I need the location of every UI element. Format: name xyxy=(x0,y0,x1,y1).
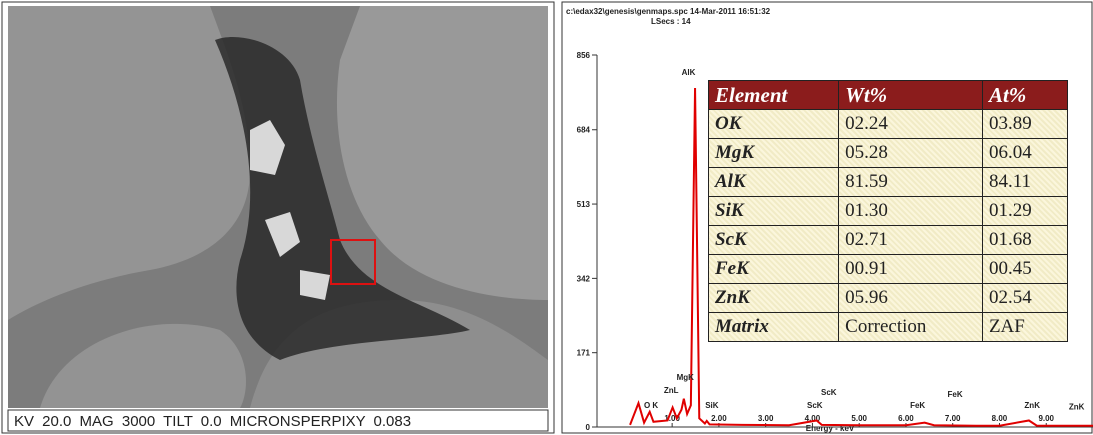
x-tick-label: 2.00 xyxy=(711,414,727,423)
table-cell: MgK xyxy=(709,139,839,168)
table-cell: 00.91 xyxy=(839,255,983,284)
table-cell: 84.11 xyxy=(982,168,1067,197)
y-tick-label: 684 xyxy=(577,126,591,135)
spectrum-header: c:\edax32\genesis\genmaps.spc 14-Mar-201… xyxy=(566,7,771,16)
table-cell: 05.28 xyxy=(839,139,983,168)
peak-label: ScK xyxy=(821,388,837,397)
table-cell: 81.59 xyxy=(839,168,983,197)
table-cell: 01.29 xyxy=(982,197,1067,226)
spectrum-subheader: LSecs : 14 xyxy=(651,17,691,26)
table-cell: ScK xyxy=(709,226,839,255)
header-cell: At% xyxy=(982,81,1067,110)
peak-label: ZnK xyxy=(1069,403,1085,412)
y-tick-label: 856 xyxy=(577,51,591,60)
table-cell: 05.96 xyxy=(839,284,983,313)
peak-label: AlK xyxy=(682,68,696,77)
table-cell: Correction xyxy=(839,313,983,342)
table-cell: FeK xyxy=(709,255,839,284)
peak-label: MgK xyxy=(677,373,695,382)
peak-label: SiK xyxy=(705,401,719,410)
table-cell: ZAF xyxy=(982,313,1067,342)
y-tick-label: 342 xyxy=(577,274,591,283)
peak-label: O K xyxy=(644,401,658,410)
table-cell: AlK xyxy=(709,168,839,197)
header-cell: Element xyxy=(709,81,839,110)
table-cell: Matrix xyxy=(709,313,839,342)
table-cell: 02.54 xyxy=(982,284,1067,313)
table-cell: 02.71 xyxy=(839,226,983,255)
table-cell: OK xyxy=(709,110,839,139)
x-tick-label: 6.00 xyxy=(898,414,914,423)
x-tick-label: 7.00 xyxy=(945,414,961,423)
x-tick-label: 3.00 xyxy=(758,414,774,423)
page: KV 20.0 MAG 3000 TILT 0.0 MICRONSPERPIXY… xyxy=(0,0,1093,435)
peak-label: ZnL xyxy=(664,386,679,395)
table-cell: 01.30 xyxy=(839,197,983,226)
y-tick-label: 171 xyxy=(577,349,591,358)
x-tick-label: 8.00 xyxy=(992,414,1008,423)
peak-label: FeK xyxy=(910,401,925,410)
table-cell: 00.45 xyxy=(982,255,1067,284)
table-cell: 02.24 xyxy=(839,110,983,139)
peak-label: ZnK xyxy=(1024,401,1040,410)
peak-label: ScK xyxy=(807,401,823,410)
table-cell: 06.04 xyxy=(982,139,1067,168)
peak-label: FeK xyxy=(947,390,962,399)
table-cell: SiK xyxy=(709,197,839,226)
sem-caption: KV 20.0 MAG 3000 TILT 0.0 MICRONSPERPIXY… xyxy=(14,413,411,430)
table-cell: ZnK xyxy=(709,284,839,313)
x-tick-label: 5.00 xyxy=(851,414,867,423)
y-tick-label: 0 xyxy=(586,423,591,432)
y-tick-label: 513 xyxy=(577,200,591,209)
table-cell: 03.89 xyxy=(982,110,1067,139)
table-cell: 01.68 xyxy=(982,226,1067,255)
header-cell: Wt% xyxy=(839,81,983,110)
x-tick-label: 9.00 xyxy=(1038,414,1054,423)
